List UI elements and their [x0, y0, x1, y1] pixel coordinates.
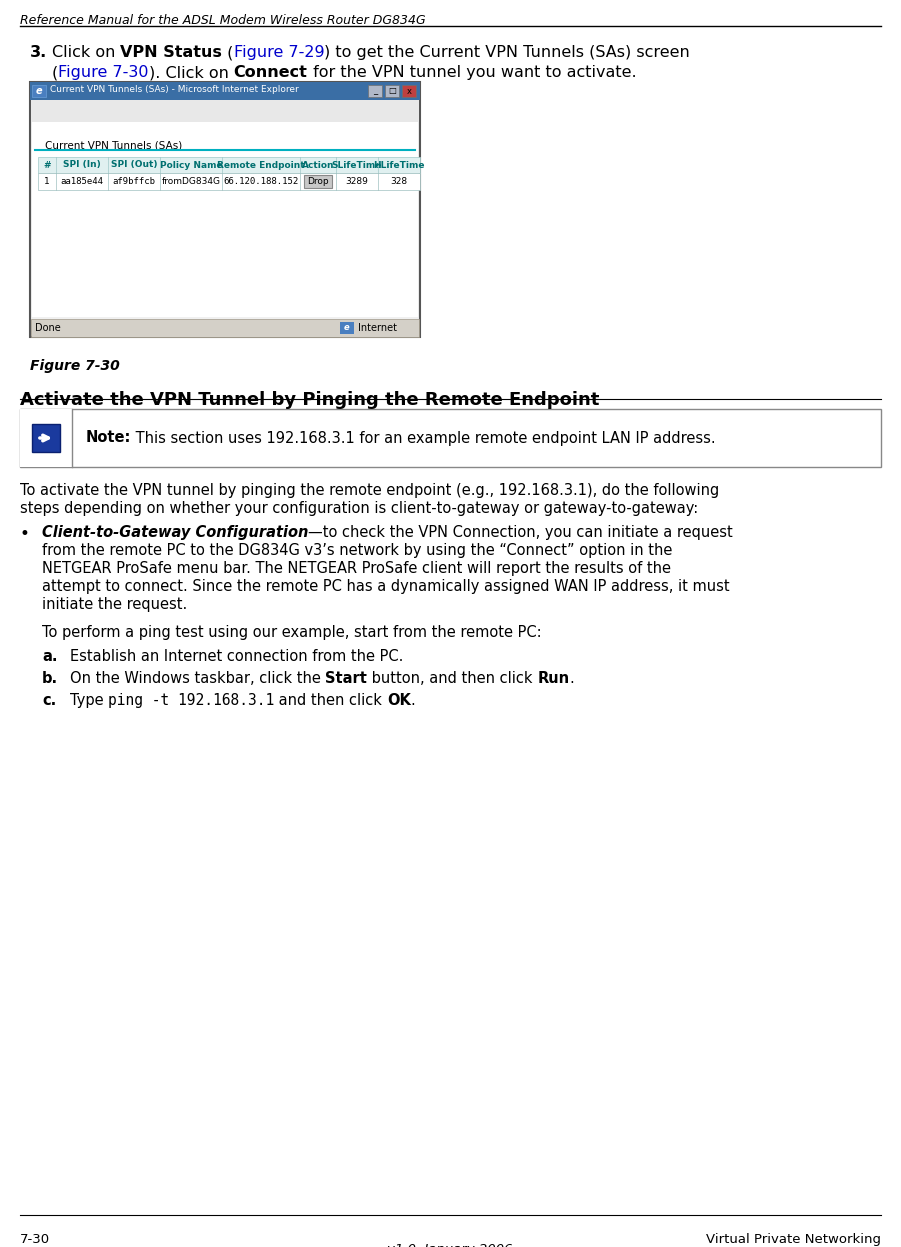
Text: 3.: 3.: [30, 45, 47, 60]
Text: x: x: [406, 86, 412, 96]
Text: fromDG834G: fromDG834G: [161, 177, 221, 186]
Text: Current VPN Tunnels (SAs): Current VPN Tunnels (SAs): [45, 140, 182, 150]
Text: NETGEAR ProSafe menu bar. The NETGEAR ProSafe client will report the results of : NETGEAR ProSafe menu bar. The NETGEAR Pr…: [42, 561, 671, 576]
Text: attempt to connect. Since the remote PC has a dynamically assigned WAN IP addres: attempt to connect. Since the remote PC …: [42, 579, 730, 594]
Text: SLifeTime: SLifeTime: [332, 161, 382, 170]
Bar: [340, 322, 354, 334]
Text: HLifeTime: HLifeTime: [373, 161, 424, 170]
Text: To perform a ping test using our example, start from the remote PC:: To perform a ping test using our example…: [42, 625, 542, 640]
Text: e: e: [344, 323, 350, 333]
Text: Activate the VPN Tunnel by Pinging the Remote Endpoint: Activate the VPN Tunnel by Pinging the R…: [20, 392, 599, 409]
Text: v1.0, January 2006: v1.0, January 2006: [387, 1243, 513, 1247]
Text: Policy Name: Policy Name: [159, 161, 223, 170]
Bar: [30, 82, 420, 100]
Text: and then click: and then click: [275, 693, 387, 708]
Text: 3289: 3289: [346, 177, 369, 186]
Text: VPN Status: VPN Status: [121, 45, 223, 60]
Text: Note:: Note:: [86, 430, 132, 445]
Bar: [30, 82, 420, 337]
Text: .: .: [411, 693, 415, 708]
Text: Type: Type: [70, 693, 108, 708]
Text: c.: c.: [42, 693, 56, 708]
Text: ). Click on: ). Click on: [149, 65, 233, 80]
Text: OK: OK: [387, 693, 411, 708]
Text: .: .: [569, 671, 574, 686]
Text: af9bffcb: af9bffcb: [113, 177, 156, 186]
Text: ) to get the Current VPN Tunnels (SAs) screen: ) to get the Current VPN Tunnels (SAs) s…: [324, 45, 690, 60]
Text: Establish an Internet connection from the PC.: Establish an Internet connection from th…: [70, 648, 404, 663]
Text: This section uses 192.168.3.1 for an example remote endpoint LAN IP address.: This section uses 192.168.3.1 for an exa…: [132, 430, 716, 445]
Text: Client-to-Gateway Configuration: Client-to-Gateway Configuration: [42, 525, 308, 540]
Bar: [31, 100, 419, 122]
Text: (: (: [223, 45, 233, 60]
Bar: [402, 85, 416, 97]
Text: Figure 7-30: Figure 7-30: [30, 359, 120, 373]
Text: Connect: Connect: [233, 65, 307, 80]
Text: from the remote PC to the DG834G v3’s network by using the “Connect” option in t: from the remote PC to the DG834G v3’s ne…: [42, 542, 672, 557]
Bar: [38, 157, 420, 173]
Bar: [304, 175, 332, 188]
Text: Internet: Internet: [358, 323, 397, 333]
Text: _: _: [373, 86, 378, 96]
Bar: [31, 319, 419, 337]
Text: initiate the request.: initiate the request.: [42, 597, 187, 612]
Text: 1: 1: [44, 177, 50, 186]
Text: 7-30: 7-30: [20, 1233, 50, 1246]
Bar: [32, 122, 418, 317]
Bar: [38, 173, 420, 190]
Text: —to check the VPN Connection, you can initiate a request: —to check the VPN Connection, you can in…: [308, 525, 733, 540]
Text: for the VPN tunnel you want to activate.: for the VPN tunnel you want to activate.: [307, 65, 636, 80]
Bar: [385, 85, 399, 97]
Text: e: e: [36, 86, 42, 96]
Text: Start: Start: [325, 671, 368, 686]
Text: aa185e44: aa185e44: [60, 177, 104, 186]
Text: Virtual Private Networking: Virtual Private Networking: [706, 1233, 881, 1246]
Bar: [20, 409, 72, 466]
Bar: [32, 85, 46, 97]
Text: steps depending on whether your configuration is client-to-gateway or gateway-to: steps depending on whether your configur…: [20, 501, 698, 516]
Bar: [32, 424, 60, 451]
Text: •: •: [20, 525, 30, 542]
Text: □: □: [388, 86, 396, 96]
Text: Figure 7-29: Figure 7-29: [233, 45, 324, 60]
Bar: [368, 85, 382, 97]
Text: Reference Manual for the ADSL Modem Wireless Router DG834G: Reference Manual for the ADSL Modem Wire…: [20, 14, 425, 27]
Text: SPI (In): SPI (In): [63, 161, 101, 170]
Text: button, and then click: button, and then click: [368, 671, 538, 686]
Text: Figure 7-30: Figure 7-30: [59, 65, 149, 80]
Text: Done: Done: [35, 323, 60, 333]
Bar: [20, 409, 881, 466]
Text: a.: a.: [42, 648, 58, 663]
Text: Click on: Click on: [52, 45, 121, 60]
Text: 66.120.188.152: 66.120.188.152: [223, 177, 298, 186]
Text: ping -t 192.168.3.1: ping -t 192.168.3.1: [108, 693, 275, 708]
Text: Remote Endpoint: Remote Endpoint: [217, 161, 305, 170]
Text: To activate the VPN tunnel by pinging the remote endpoint (e.g., 192.168.3.1), d: To activate the VPN tunnel by pinging th…: [20, 483, 719, 498]
Text: On the Windows taskbar, click the: On the Windows taskbar, click the: [70, 671, 325, 686]
Text: #: #: [43, 161, 50, 170]
Text: Drop: Drop: [307, 177, 329, 186]
Text: SPI (Out): SPI (Out): [111, 161, 158, 170]
Text: b.: b.: [42, 671, 59, 686]
Text: Current VPN Tunnels (SAs) - Microsoft Internet Explorer: Current VPN Tunnels (SAs) - Microsoft In…: [50, 86, 299, 95]
Text: 328: 328: [390, 177, 407, 186]
Text: (: (: [52, 65, 59, 80]
Text: Run: Run: [538, 671, 569, 686]
Text: Action: Action: [302, 161, 334, 170]
